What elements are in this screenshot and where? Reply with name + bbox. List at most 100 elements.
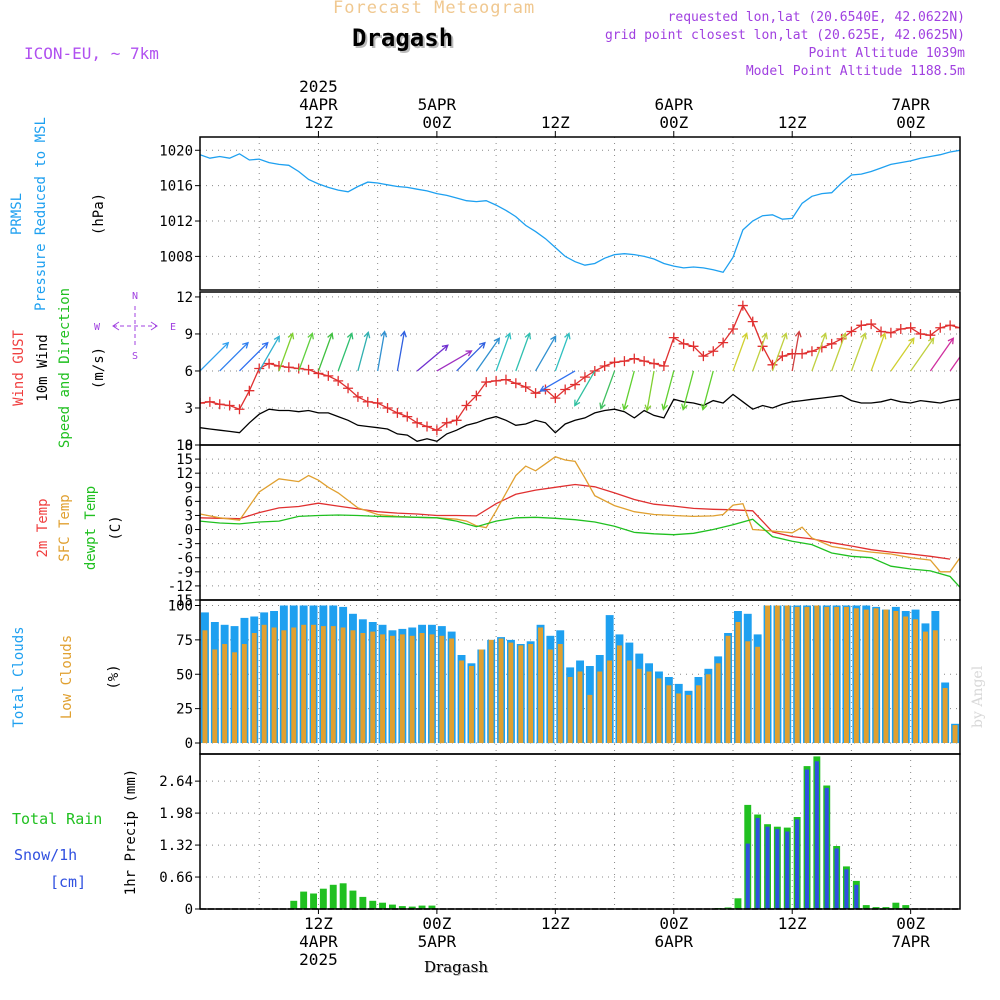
location-title: Dragash xyxy=(352,24,454,52)
clouds-bar xyxy=(804,606,810,743)
wind-vector xyxy=(850,332,867,372)
gust-point xyxy=(747,316,758,327)
clouds-bar xyxy=(498,638,504,743)
clouds-bar xyxy=(913,619,918,744)
precip-bar xyxy=(795,819,800,909)
clouds-bar xyxy=(607,660,612,743)
gust-point xyxy=(451,415,462,426)
gust-point xyxy=(945,320,956,331)
compass-s: S xyxy=(132,351,138,362)
clouds-bar xyxy=(301,624,307,744)
gust-point xyxy=(323,370,334,381)
temperature-axis-label: SFC Temp xyxy=(57,494,73,561)
bottom-location-title: Dragash xyxy=(424,958,489,976)
precip-bar xyxy=(734,898,742,909)
pressure-axis-label: PRMSL xyxy=(9,193,25,235)
precip-bar xyxy=(745,843,750,909)
clouds-bar xyxy=(636,668,642,744)
closest-coords: grid point closest lon,lat (20.625E, 42.… xyxy=(604,28,965,43)
tick-label: 2.64 xyxy=(159,774,193,790)
gust-point xyxy=(866,319,877,330)
wind-vector xyxy=(681,370,695,411)
clouds-axis-label: Total Clouds xyxy=(11,626,27,727)
tick-label: -3 xyxy=(176,537,193,553)
gust-point xyxy=(856,320,867,331)
tick-label: 3 xyxy=(185,401,193,417)
precip-bar xyxy=(379,902,386,909)
time-label-top: 00Z xyxy=(422,113,451,132)
clouds-marks xyxy=(201,605,969,744)
wind-vector xyxy=(870,332,887,372)
pressure-axis-label: Pressure Reduced to MSL xyxy=(33,117,49,311)
clouds-bar xyxy=(291,627,297,743)
time-label-top: 00Z xyxy=(896,113,925,132)
gust-point xyxy=(264,358,275,369)
gust-point xyxy=(767,359,778,370)
precip-bar xyxy=(290,900,298,909)
time-label-bottom: 5APR xyxy=(418,932,457,951)
clouds-bar xyxy=(834,606,840,743)
clouds-bar xyxy=(666,685,672,744)
wind-vector xyxy=(831,332,847,372)
gust-point xyxy=(333,375,344,386)
gust-point xyxy=(283,362,294,373)
clouds-bar xyxy=(893,611,899,743)
tick-label: -9 xyxy=(176,565,193,581)
clouds-bar xyxy=(656,678,662,743)
precip-bar xyxy=(408,906,416,909)
clouds-bar xyxy=(281,630,287,744)
gust-point xyxy=(481,377,492,388)
clouds-bar xyxy=(853,608,859,744)
wind-frame xyxy=(199,291,961,446)
wind-vector xyxy=(456,341,486,372)
tick-label: 0.66 xyxy=(159,870,193,886)
precip-bar xyxy=(785,831,790,909)
temperature-marks xyxy=(200,455,960,588)
precip-bar xyxy=(854,884,859,909)
clouds-bar xyxy=(765,605,770,743)
time-label-bottom: 12Z xyxy=(541,914,570,933)
clouds-bar xyxy=(508,642,514,743)
compass-cross xyxy=(113,306,157,346)
precip-bar xyxy=(824,787,829,909)
tick-label: 6 xyxy=(185,364,193,380)
gust-point xyxy=(658,361,669,372)
clouds-bar xyxy=(676,693,682,743)
clouds-bar xyxy=(251,633,257,743)
tick-label: 1.32 xyxy=(159,838,193,854)
precip-axis-label: 1hr Precip (mm) xyxy=(123,769,139,895)
clouds-bar xyxy=(518,645,524,743)
precip-bar xyxy=(892,902,900,909)
gust-point xyxy=(846,326,857,337)
clouds-bar xyxy=(587,694,593,743)
time-label-bottom: 6APR xyxy=(655,932,694,951)
gust-point xyxy=(412,417,423,428)
gust-point xyxy=(935,322,946,333)
tick-label: 0 xyxy=(185,736,193,752)
gust-point xyxy=(649,358,660,369)
clouds-bar xyxy=(380,634,385,743)
precip-bar xyxy=(329,884,337,909)
precip-bar xyxy=(814,761,819,909)
tick-label: 1.98 xyxy=(159,806,193,822)
gust-point xyxy=(372,398,383,409)
time-label-bottom: 00Z xyxy=(659,914,688,933)
clouds-bar xyxy=(212,649,218,743)
gust-point xyxy=(876,326,887,337)
clouds-bar xyxy=(961,703,969,743)
wind-panel: 0 3 6 9 12 Wind GUST 10m Wind Speed and Directi… xyxy=(11,288,961,454)
precip-bar xyxy=(755,817,760,909)
precip-bar xyxy=(359,896,367,909)
clouds-bar xyxy=(923,631,928,743)
time-label-bottom: 2025 xyxy=(299,950,338,969)
clouds-bar xyxy=(883,609,889,743)
gust-point xyxy=(422,421,433,432)
precip-bar xyxy=(300,891,308,909)
time-label-top: 6APR xyxy=(655,95,694,114)
clouds-bar xyxy=(557,644,563,743)
precip-marks xyxy=(290,756,910,909)
precip-bar xyxy=(902,905,910,909)
gust-point xyxy=(629,353,640,364)
wind-vector xyxy=(298,332,314,372)
wind-vector xyxy=(811,332,828,372)
